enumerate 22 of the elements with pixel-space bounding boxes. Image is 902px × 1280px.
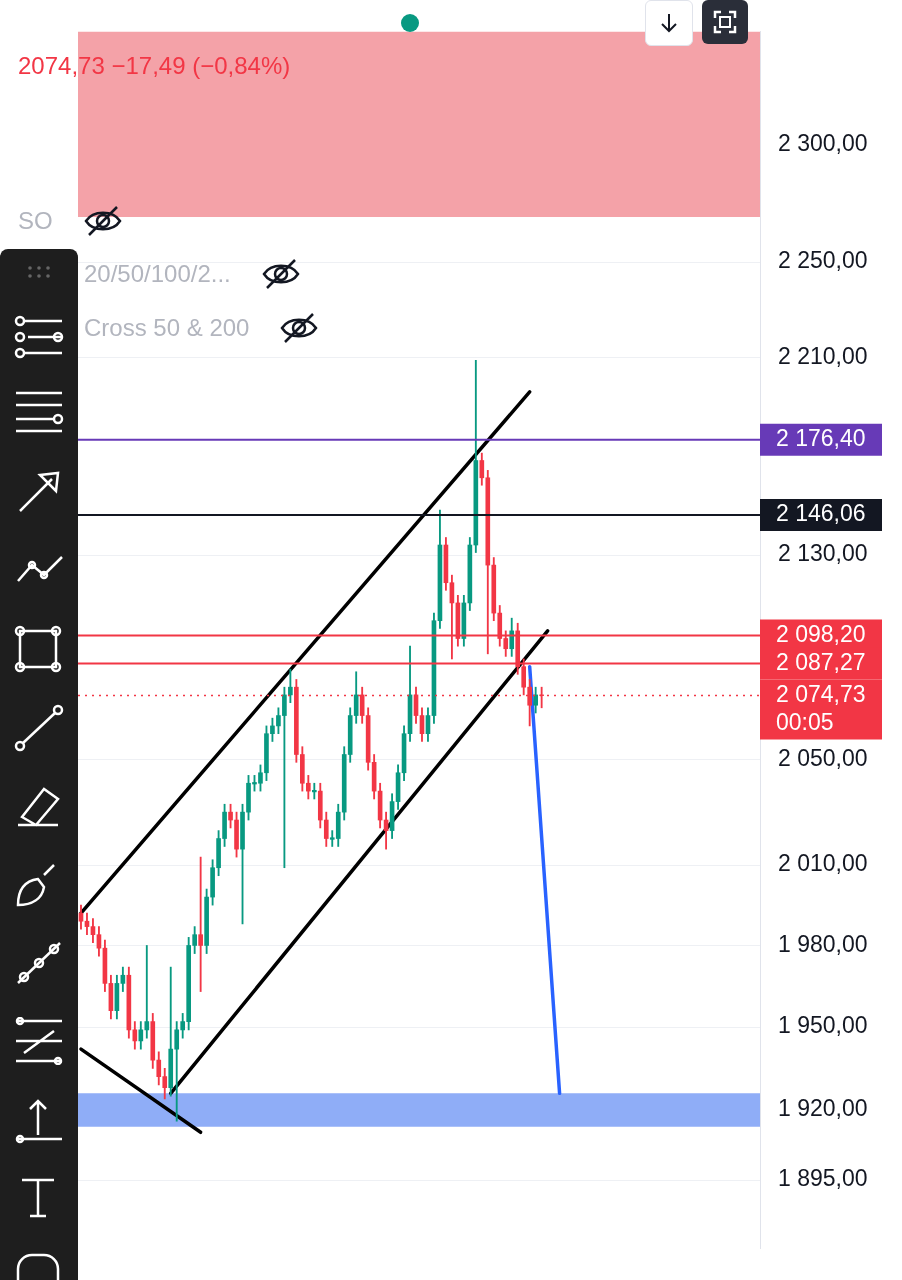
y-tick-label: 2 130,00	[778, 540, 868, 567]
annotation: 20/50/100/2...	[84, 260, 231, 288]
annotation: Cross 50 & 200	[84, 314, 250, 342]
y-tick-label: 2 050,00	[778, 745, 868, 772]
y-tick-label: 1 950,00	[778, 1012, 868, 1039]
ref-line-label: 2 087,27	[776, 648, 866, 675]
y-tick-label: 2 210,00	[778, 343, 868, 370]
y-tick-label: 2 250,00	[778, 247, 868, 274]
ref-line-label: 2 098,20	[776, 620, 866, 647]
ref-line-label: 2 146,06	[776, 500, 866, 527]
text: 2074,73 −17,49 (−0,84%)	[18, 52, 291, 80]
y-tick-label: 2 300,00	[778, 129, 868, 156]
y-tick-label: 1 980,00	[778, 930, 868, 957]
y-tick-label: 2 010,00	[778, 850, 868, 877]
candlestick	[144, 945, 150, 1039]
candlestick	[311, 782, 317, 800]
ref-line-label: 2 074,73 00:05	[776, 680, 866, 735]
candlestick	[198, 856, 203, 992]
y-tick-label: 1 920,00	[778, 1095, 868, 1122]
y-tick-label: 1 895,00	[778, 1165, 868, 1192]
ref-line-label: 2 176,40	[776, 425, 866, 452]
text: SO	[18, 207, 53, 235]
